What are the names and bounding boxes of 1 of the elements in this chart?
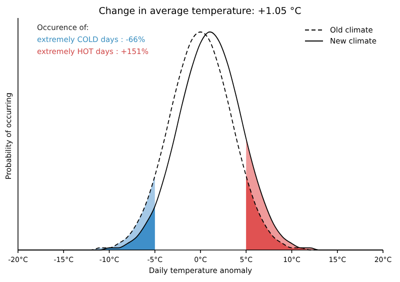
chart-title: Change in average temperature: +1.05 °C [98,6,302,17]
